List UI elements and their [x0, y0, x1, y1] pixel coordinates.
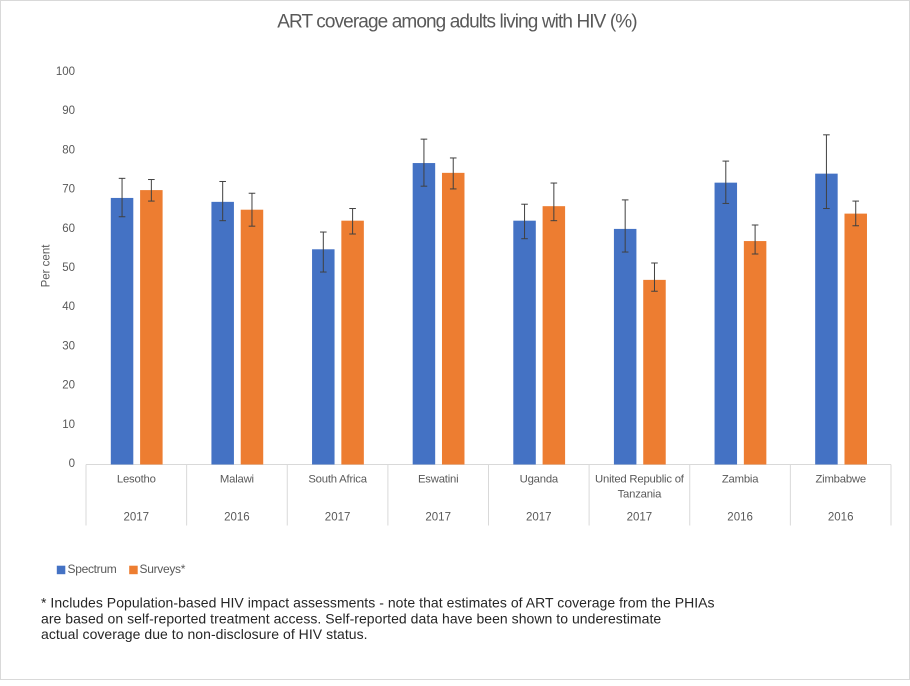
svg-text:90: 90: [62, 105, 75, 117]
svg-text:2016: 2016: [828, 511, 854, 523]
svg-text:2016: 2016: [727, 511, 753, 523]
svg-text:actual coverage due to non-dis: actual coverage due to non-disclosure of…: [41, 626, 368, 642]
svg-text:2017: 2017: [627, 511, 653, 523]
svg-text:2016: 2016: [224, 511, 250, 523]
svg-text:100: 100: [56, 66, 75, 78]
svg-text:Zimbabwe: Zimbabwe: [815, 474, 866, 486]
svg-text:Per cent: Per cent: [41, 244, 53, 288]
svg-text:2017: 2017: [526, 511, 552, 523]
svg-text:Eswatini: Eswatini: [418, 474, 458, 486]
svg-text:Lesotho: Lesotho: [117, 474, 156, 486]
svg-text:50: 50: [62, 262, 75, 274]
svg-text:Surveys*: Surveys*: [140, 562, 186, 576]
svg-text:0: 0: [69, 458, 75, 470]
svg-text:are based on self-reported tre: are based on self-reported treatment acc…: [41, 610, 661, 626]
svg-text:Malawi: Malawi: [220, 474, 254, 486]
svg-text:10: 10: [62, 419, 75, 431]
svg-text:40: 40: [62, 301, 75, 313]
svg-text:30: 30: [62, 340, 75, 352]
svg-text:Zambia: Zambia: [722, 474, 759, 486]
svg-text:2017: 2017: [124, 511, 150, 523]
svg-text:2017: 2017: [425, 511, 451, 523]
svg-text:80: 80: [62, 144, 75, 156]
svg-text:* Includes Population-based HI: * Includes Population-based HIV impact a…: [41, 595, 715, 611]
svg-text:60: 60: [62, 223, 75, 235]
svg-text:20: 20: [62, 380, 75, 392]
svg-text:70: 70: [62, 184, 75, 196]
svg-text:Uganda: Uganda: [520, 474, 559, 486]
svg-text:Spectrum: Spectrum: [68, 562, 117, 576]
svg-text:United Republic of: United Republic of: [595, 474, 685, 486]
svg-text:2017: 2017: [325, 511, 351, 523]
svg-text:Tanzania: Tanzania: [618, 489, 663, 501]
svg-text:ART coverage among adults livi: ART coverage among adults living with HI…: [277, 12, 637, 33]
svg-text:South Africa: South Africa: [308, 474, 367, 486]
